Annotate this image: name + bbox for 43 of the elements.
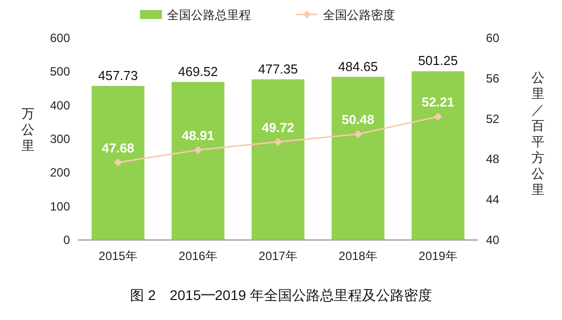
y-tick-label: 400: [50, 98, 70, 112]
y2-tick-label: 56: [486, 71, 500, 86]
y2-tick-label: 48: [486, 152, 500, 166]
point: [274, 138, 282, 146]
x-tick-label: 2018年: [338, 249, 378, 263]
y2-tick-label: 60: [486, 31, 500, 45]
x-tick-label: 2016年: [178, 249, 218, 263]
bar: [332, 76, 384, 240]
data-label: 52.21: [422, 94, 454, 110]
x-tick-label: 2017年: [258, 249, 298, 263]
point: [434, 112, 442, 121]
y2-tick-label: 40: [486, 233, 500, 247]
data-label: 477.35: [258, 61, 298, 76]
y2-tick-label: 44: [486, 192, 500, 207]
data-label: 47.68: [102, 140, 134, 156]
data-label: 49.72: [262, 120, 294, 135]
point: [194, 146, 202, 154]
y-axis-title: 万公里: [22, 106, 34, 153]
y2-tick-label: 52: [486, 112, 500, 126]
y-tick-label: 600: [50, 31, 70, 45]
legend-label: 全国公路总里程: [167, 8, 251, 22]
bar: [172, 82, 224, 240]
point: [354, 130, 362, 138]
data-label: 501.25: [418, 53, 458, 68]
legend-label: 全国公路密度: [323, 8, 395, 22]
y2-axis-title: 公里／百平方公里: [532, 70, 544, 197]
data-label: 48.91: [182, 128, 214, 144]
data-label: 484.65: [338, 58, 378, 74]
y-tick-label: 100: [50, 199, 70, 214]
y-tick-label: 200: [50, 166, 70, 180]
data-label: 457.73: [98, 68, 138, 83]
y-tick-label: 500: [50, 64, 70, 79]
x-tick-label: 2019年: [418, 249, 458, 263]
bar: [92, 86, 144, 240]
bar: [412, 71, 464, 240]
data-label: 469.52: [178, 64, 218, 79]
caption: 图 2 2015━2019 年全国公路总里程及公路密度: [130, 287, 432, 303]
bar: [252, 79, 304, 240]
x-tick-label: 2015年: [98, 249, 138, 263]
data-label: 50.48: [342, 112, 374, 128]
point: [114, 158, 122, 166]
y-tick-label: 0: [63, 233, 70, 247]
y-tick-label: 300: [50, 132, 70, 146]
